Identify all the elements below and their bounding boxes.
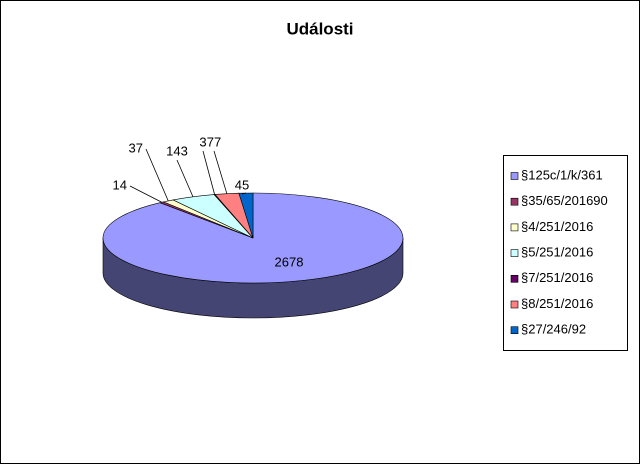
leader-line	[145, 148, 169, 202]
slice	[238, 192, 254, 239]
legend-label: §35/65/201690	[521, 193, 608, 208]
data-label: 77	[207, 134, 221, 149]
legend-label: §7/251/2016	[521, 270, 593, 285]
data-label: 143	[166, 143, 188, 158]
legend-swatch	[510, 172, 519, 180]
data-label: 2678	[275, 254, 304, 269]
leader-line	[176, 159, 194, 197]
leader-line	[129, 185, 162, 203]
legend-swatch	[510, 274, 519, 283]
data-label: 37	[129, 140, 143, 155]
legend-label: §4/251/2016	[521, 219, 593, 234]
legend-label: §5/251/2016	[521, 245, 593, 260]
legend-swatch	[510, 249, 519, 257]
leader-line	[202, 150, 215, 195]
legend-box	[503, 155, 628, 351]
chart-title: Události	[286, 19, 353, 38]
legend-label: §125c/1/k/361	[521, 167, 603, 182]
data-label: 45	[235, 177, 249, 192]
leader-line	[213, 150, 228, 194]
legend-swatch	[510, 223, 519, 232]
legend-label: §8/251/2016	[521, 296, 593, 311]
leader-line	[241, 192, 247, 195]
legend-swatch	[510, 326, 519, 335]
data-label: 3	[199, 134, 206, 149]
data-label: 14	[113, 177, 127, 192]
legend-label: §27/246/92	[521, 322, 586, 337]
legend-swatch	[510, 197, 519, 206]
legend-swatch	[510, 300, 519, 309]
